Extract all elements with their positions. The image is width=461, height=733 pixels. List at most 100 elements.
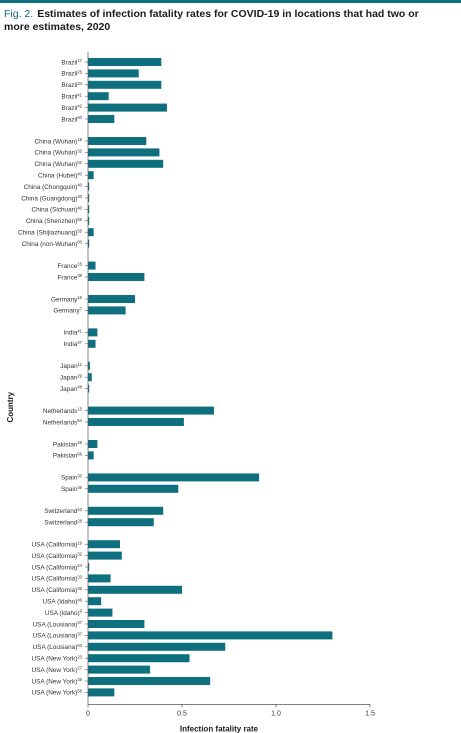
reference-superscript: 54 — [77, 418, 82, 423]
bar-row: Germany16 — [51, 295, 135, 303]
category-name: India — [63, 341, 77, 348]
category-label: China (non-Wuhan)60 — [22, 240, 83, 248]
bar — [88, 665, 151, 674]
bar — [88, 406, 214, 415]
bar-row: China (Wuhan)32 — [34, 148, 160, 157]
category-label: China (Shenzhen)55 — [26, 217, 83, 225]
bar — [88, 228, 94, 237]
category-name: Brazil — [61, 59, 77, 66]
category-name: Switzerland — [44, 508, 77, 515]
reference-superscript: 40 — [77, 171, 82, 176]
reference-superscript: 66 — [77, 452, 82, 457]
bar — [88, 563, 90, 571]
category-name: Netherlands — [43, 408, 77, 415]
bar — [88, 440, 98, 448]
figure-caption: Fig. 2. Estimates of infection fatality r… — [4, 8, 444, 34]
reference-superscript: 46 — [77, 597, 82, 602]
category-label: Netherlands15 — [43, 407, 83, 415]
bar-row: Netherlands15 — [43, 406, 214, 415]
category-label: India47 — [63, 340, 82, 348]
category-name: USA (California) — [32, 564, 78, 571]
x-axis-title: Infection fatality rate — [180, 724, 259, 733]
bar — [88, 115, 115, 123]
category-name: USA (Lousiana) — [33, 644, 78, 651]
reference-superscript: 32 — [77, 149, 82, 154]
bar-row: Spain30 — [61, 473, 260, 482]
reference-superscript: 25 — [77, 70, 82, 75]
bar-row: China (Wuhan)18 — [34, 137, 147, 145]
category-label: Switzerland28 — [44, 518, 82, 526]
x-tick-label: 0.5 — [177, 710, 187, 717]
category-label: USA (California)35 — [32, 586, 83, 594]
category-label: China (Wuhan)32 — [34, 149, 82, 157]
reference-superscript: 35 — [77, 677, 82, 682]
category-name: China (non-Wuhan) — [22, 241, 78, 248]
category-label: USA (New York)27 — [32, 666, 83, 674]
bar-row: USA (Lousiana)63 — [33, 642, 226, 651]
category-name: USA (New York) — [32, 667, 78, 674]
bar — [88, 585, 182, 594]
reference-superscript: 18 — [77, 137, 82, 142]
bar-row: USA (California)19 — [32, 540, 120, 549]
bar — [88, 484, 179, 493]
bar — [88, 58, 162, 66]
bar-row: Japan29 — [60, 373, 92, 382]
category-label: Japan29 — [60, 373, 83, 381]
bar — [88, 642, 226, 651]
bar — [88, 620, 145, 628]
bar-row: Switzerland10 — [44, 506, 164, 515]
bar — [88, 518, 154, 527]
category-label: USA (Lousiana)37 — [33, 632, 83, 640]
category-name: Brazil — [61, 82, 77, 89]
category-name: USA (California) — [32, 553, 78, 560]
bar — [88, 205, 90, 214]
reference-superscript: 11 — [78, 362, 83, 367]
category-label: USA (Idaho)46 — [43, 597, 83, 605]
bar-row: USA (Idaho)46 — [43, 597, 102, 606]
category-name: France — [57, 274, 77, 281]
bar-row: Brazil42 — [61, 103, 167, 112]
category-name: USA (Idaho) — [43, 599, 78, 606]
bar-row: India47 — [63, 339, 96, 348]
bar-row: USA (Lousiana)37 — [33, 620, 145, 628]
bar — [88, 194, 90, 202]
category-label: USA (New York)56 — [32, 689, 83, 697]
reference-superscript: 15 — [77, 407, 82, 412]
reference-superscript: 39 — [77, 273, 82, 278]
bar-row: Brazil41 — [61, 92, 109, 101]
reference-superscript: 60 — [77, 115, 82, 120]
bar — [88, 92, 109, 101]
category-name: USA (Lousiana) — [33, 633, 78, 640]
category-name: Germany — [53, 308, 80, 315]
reference-superscript: 55 — [77, 217, 82, 222]
reference-superscript: 35 — [77, 586, 82, 591]
bar-row: China (Chongquin)40 — [24, 182, 90, 191]
category-label: France39 — [57, 273, 82, 281]
category-name: China (Guangdong) — [21, 195, 77, 202]
category-label: China (Guangdong)40 — [21, 194, 82, 202]
reference-superscript: 7 — [80, 307, 83, 312]
category-name: China (Sichuan) — [32, 207, 78, 214]
bar-row: Germany7 — [53, 306, 126, 315]
bar-row: USA (New York)23 — [32, 654, 190, 663]
reference-superscript: 63 — [77, 643, 82, 648]
reference-superscript: 56 — [77, 689, 82, 694]
category-label: France15 — [57, 262, 82, 270]
y-axis-title: Country — [6, 391, 15, 422]
bar — [88, 137, 147, 145]
bar — [88, 373, 92, 382]
reference-superscript: 34 — [77, 81, 82, 86]
category-name: China (Wuhan) — [34, 138, 77, 145]
bar — [88, 273, 145, 281]
category-name: China (Shenzhen) — [26, 218, 78, 225]
category-label: Pakistan66 — [53, 452, 83, 460]
reference-superscript: 42 — [77, 104, 82, 109]
reference-superscript: 33 — [77, 575, 82, 580]
bar — [88, 574, 111, 583]
x-tick-label: 1.5 — [365, 710, 375, 717]
category-name: Spain — [61, 486, 78, 493]
category-label: Spain30 — [61, 474, 83, 482]
bar-row: Pakistan66 — [53, 451, 94, 460]
reference-superscript: 40 — [77, 183, 82, 188]
